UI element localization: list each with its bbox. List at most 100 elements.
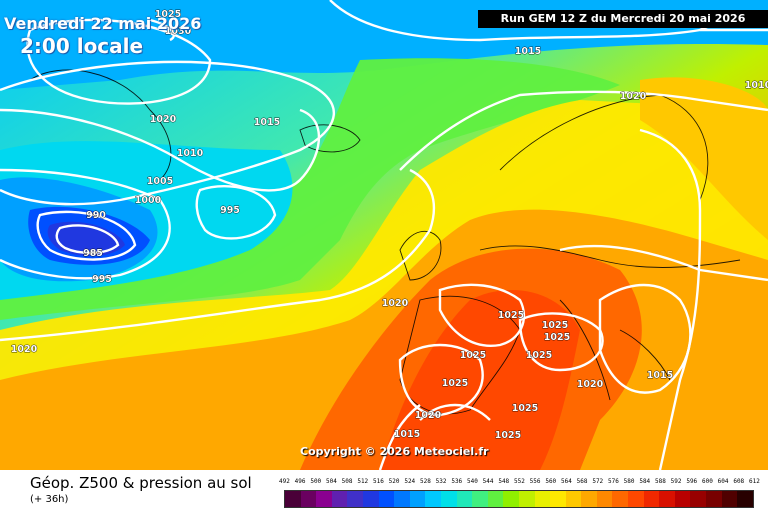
legend-label: 604 xyxy=(717,478,729,485)
isobar-labels: 1025 1030 1015 1020 1015 1010 1005 1000 … xyxy=(10,9,768,442)
legend-swatch xyxy=(550,491,566,507)
legend-label: 508 xyxy=(341,478,353,485)
isobar-label-1025-italy: 1025 xyxy=(526,350,552,361)
legend-label: 568 xyxy=(576,478,588,485)
isobar-label-985: 985 xyxy=(83,248,103,259)
isobar-label-1025-africa: 1025 xyxy=(495,430,521,441)
isobar-label-1030-top: 1030 xyxy=(165,26,192,37)
legend-label: 552 xyxy=(514,478,525,485)
isobar-label-1025-top: 1025 xyxy=(155,9,181,20)
legend-label: 504 xyxy=(326,478,337,485)
legend-label: 536 xyxy=(451,478,463,485)
isobar-label-1020-morocco: 1020 xyxy=(415,410,442,421)
legend-label: 548 xyxy=(498,478,510,485)
legend-swatch xyxy=(300,491,317,507)
isobar-label-1025-alps-2: 1025 xyxy=(544,332,570,343)
legend-label: 576 xyxy=(608,478,619,485)
legend-label: 516 xyxy=(373,478,384,485)
isobar-label-1015-africa: 1015 xyxy=(394,429,420,440)
forecast-map: 1025 1030 1015 1020 1015 1010 1005 1000 … xyxy=(0,0,768,470)
isobar-label-1015-north: 1015 xyxy=(515,46,541,57)
legend-swatch xyxy=(643,491,660,507)
isobar-label-1020-scandinavia: 1020 xyxy=(620,91,647,102)
legend-label: 496 xyxy=(294,478,306,485)
legend-label: 564 xyxy=(561,478,572,485)
isobar-label-995-west: 995 xyxy=(92,274,112,285)
legend-label: 528 xyxy=(420,478,431,485)
isobar-label-995-east: 995 xyxy=(220,205,240,216)
valid-time: 2:00 locale xyxy=(20,34,144,58)
legend-label: 572 xyxy=(592,478,604,485)
legend-bar xyxy=(284,490,754,508)
geopotential-fill xyxy=(0,0,768,470)
legend-label: 596 xyxy=(686,478,698,485)
isobar-label-1020-atlantic: 1020 xyxy=(382,298,409,309)
legend-swatch xyxy=(316,491,332,507)
legend-label: 588 xyxy=(655,478,666,485)
legend-swatch xyxy=(674,491,691,507)
isobar-label-1015-greece: 1015 xyxy=(647,370,673,381)
isobar-label-990: 990 xyxy=(86,210,106,221)
isobar-label-1010-east: 1010 xyxy=(745,80,768,91)
legend-label: 608 xyxy=(733,478,745,485)
legend-label: 520 xyxy=(388,478,400,485)
legend-swatch xyxy=(565,491,582,507)
legend-swatch xyxy=(612,491,629,507)
legend-label: 544 xyxy=(482,478,494,485)
legend-swatch xyxy=(347,491,363,507)
legend-swatch xyxy=(659,491,675,507)
isobar-label-1025-alps-1: 1025 xyxy=(542,320,568,331)
legend-label: 512 xyxy=(357,478,369,485)
isobar-label-1000: 1000 xyxy=(135,195,162,206)
legend-swatch xyxy=(456,491,473,507)
legend-swatch xyxy=(285,491,301,507)
legend-swatch xyxy=(581,491,597,507)
legend-label: 560 xyxy=(545,478,557,485)
isobar-label-1020-west: 1020 xyxy=(11,344,38,355)
run-info-banner: Run GEM 12 Z du Mercredi 20 mai 2026 xyxy=(478,10,768,28)
valid-date: Vendredi 22 mai 2026 xyxy=(4,14,202,33)
legend-label: 612 xyxy=(749,478,760,485)
coastlines xyxy=(29,69,741,415)
legend-swatch xyxy=(690,491,707,507)
legend-swatch xyxy=(737,491,753,507)
legend-swatch xyxy=(534,491,551,507)
legend-swatch xyxy=(425,491,441,507)
legend-label: 500 xyxy=(310,478,322,485)
copyright-notice: Copyright © 2026 Meteociel.fr xyxy=(300,445,489,458)
legend-swatch xyxy=(472,491,488,507)
isobar-label-1010: 1010 xyxy=(177,148,204,159)
legend-swatch xyxy=(440,491,457,507)
legend-swatch xyxy=(409,491,426,507)
legend-swatch xyxy=(394,491,410,507)
product-title: Géop. Z500 & pression au sol xyxy=(30,474,252,492)
legend-label: 532 xyxy=(435,478,447,485)
legend-label: 524 xyxy=(404,478,416,485)
isobar-label-1025-iberia-south: 1025 xyxy=(512,403,538,414)
color-legend: 492 496 500 504 508 512 516 520 524 528 532 536 540 5… xyxy=(279,478,760,508)
legend-swatch xyxy=(628,491,644,507)
isobar-label-1025-france: 1025 xyxy=(498,310,524,321)
legend-swatch xyxy=(706,491,722,507)
isobar-label-1015-iceland: 1015 xyxy=(254,117,280,128)
isobar-label-1025-corsica: 1025 xyxy=(460,350,486,361)
legend-swatch xyxy=(362,491,379,507)
isobars xyxy=(0,0,768,470)
legend-swatch xyxy=(721,491,738,507)
legend-label: 580 xyxy=(623,478,635,485)
isobar-label-1020-greenland: 1020 xyxy=(150,114,177,125)
isobar-label-1005: 1005 xyxy=(147,176,173,187)
legend-label: 492 xyxy=(279,478,290,485)
legend-swatch xyxy=(596,491,613,507)
legend-swatch xyxy=(487,491,504,507)
legend-label: 592 xyxy=(670,478,682,485)
legend-label: 600 xyxy=(702,478,713,485)
legend-swatch xyxy=(503,491,519,507)
legend-swatch xyxy=(518,491,535,507)
legend-swatch xyxy=(378,491,395,507)
isobar-label-1020-balkans: 1020 xyxy=(577,379,604,390)
legend-labels: 492 496 500 504 508 512 516 520 524 528 532 536 540 5… xyxy=(279,478,760,490)
legend-label: 556 xyxy=(529,478,541,485)
isobar-label-1025-iberia-north: 1025 xyxy=(442,378,468,389)
